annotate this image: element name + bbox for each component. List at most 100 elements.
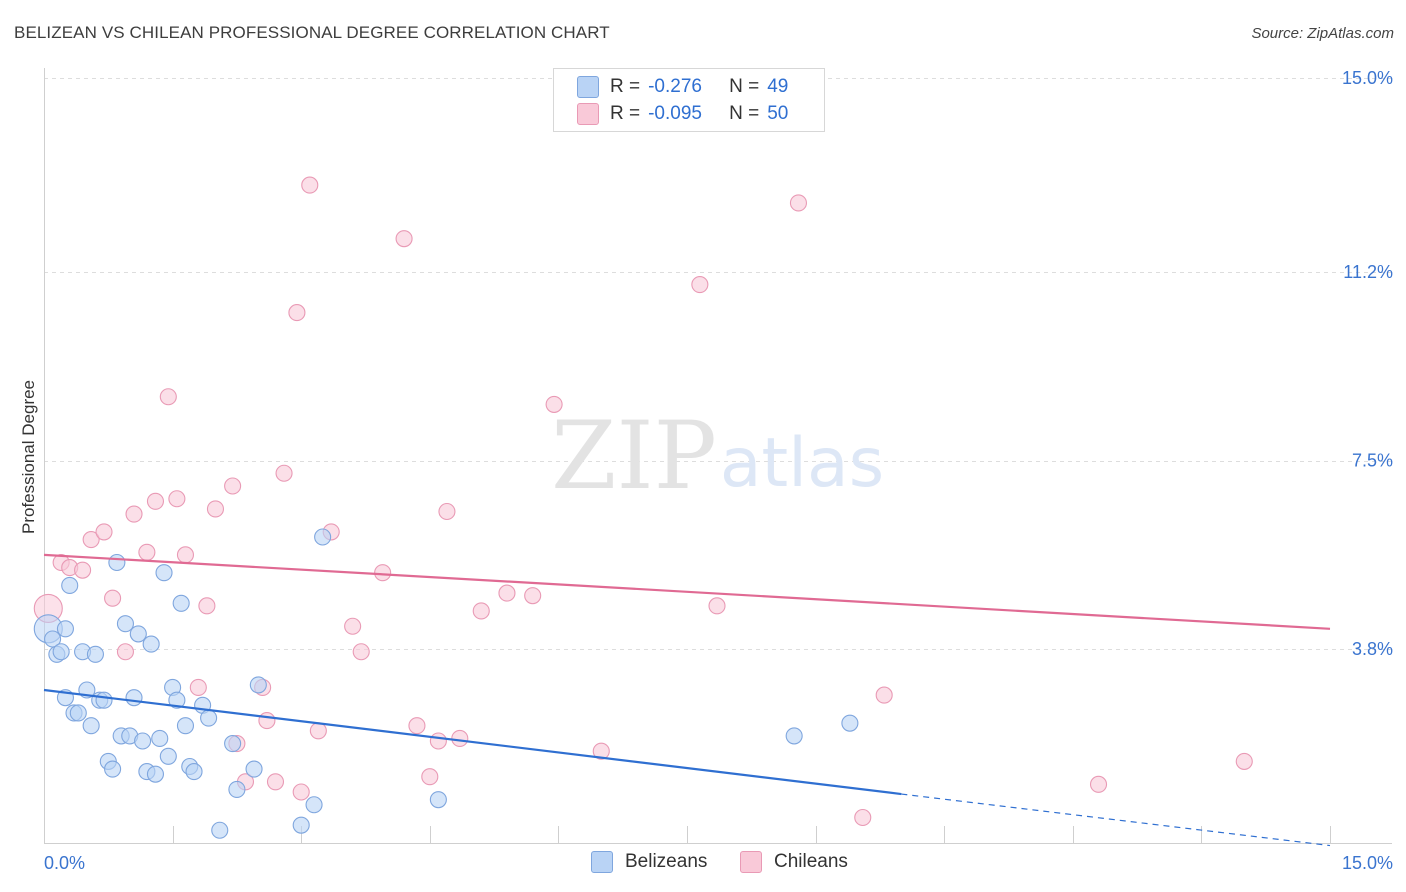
r-value: -0.095 [648, 103, 702, 124]
legend-item-chileans: Chileans [740, 851, 848, 873]
y-tick-label: 11.2% [1343, 262, 1393, 282]
chilean-point [224, 477, 242, 495]
belizean-point [249, 676, 267, 694]
chilean-point [472, 602, 490, 620]
chilean-point [1089, 775, 1108, 793]
chilean-point [854, 808, 872, 827]
chilean-point [198, 597, 216, 615]
chilean-point [309, 722, 327, 740]
chilean-point [524, 587, 542, 605]
chilean-point [421, 768, 439, 786]
belizean-point [142, 635, 160, 653]
belizean-point [245, 760, 263, 778]
belizean-point [176, 717, 195, 735]
correlation-legend: R = -0.276 N = 49 R = -0.095 N = 50 [553, 68, 825, 132]
chilean-point [429, 732, 447, 750]
legend-row-belizeans: R = -0.276 N = 49 [577, 74, 789, 100]
chileans-trendline [43, 553, 1331, 630]
belizean-point [305, 796, 323, 814]
belizean-point [52, 643, 70, 661]
r-label: R = [610, 76, 641, 97]
chilean-point [95, 523, 113, 541]
n-value: 49 [767, 76, 789, 97]
chilean-point [408, 717, 426, 735]
chilean-point [176, 546, 195, 564]
belizean-point [785, 727, 803, 745]
belizean-point [200, 709, 218, 727]
chilean-point [395, 230, 413, 248]
chilean-point [875, 686, 893, 704]
belizean-point [185, 763, 203, 781]
belizean-point [134, 732, 152, 750]
gridlines [44, 78, 1392, 650]
chilean-point [352, 643, 370, 661]
belizeans-trendline [43, 688, 902, 796]
legend-label: Chileans [774, 851, 848, 872]
chilean-point [206, 500, 225, 518]
chilean-point [104, 589, 122, 607]
y-tick-label: 15.0% [1342, 68, 1393, 88]
x-ticks [173, 826, 1331, 843]
belizean-point [292, 816, 310, 834]
chilean-point [266, 773, 285, 791]
x-tick-label-max: 15.0% [1342, 853, 1393, 873]
chilean-point [146, 492, 165, 510]
watermark-atlas: atlas [720, 424, 884, 503]
belizean-point [146, 765, 165, 783]
belizean-point [228, 780, 246, 799]
chilean-point [258, 712, 276, 730]
chart-title: BELIZEAN VS CHILEAN PROFESSIONAL DEGREE … [14, 23, 610, 42]
chilean-point [451, 729, 469, 748]
watermark-zip: ZIP [551, 402, 717, 511]
belizean-point [429, 791, 447, 809]
blue-swatch [577, 76, 599, 98]
belizean-point [108, 553, 126, 572]
chilean-point [498, 584, 516, 602]
chilean-point [545, 395, 563, 413]
pink-swatch [577, 103, 599, 125]
chilean-point [708, 597, 726, 615]
chilean-point [116, 643, 134, 661]
n-label: N = [729, 103, 760, 124]
belizean-point [61, 576, 79, 595]
legend-row-chileans: R = -0.095 N = 50 [577, 101, 789, 127]
belizean-point [95, 691, 113, 709]
y-tick-label: 7.5% [1352, 451, 1393, 471]
chilean-point [138, 543, 156, 561]
legend-label: Belizeans [625, 851, 708, 872]
belizean-point [314, 528, 332, 546]
chilean-point [592, 742, 610, 760]
trendlines [43, 553, 1331, 847]
x-tick-label-min: 0.0% [44, 853, 85, 873]
belizean-point [86, 645, 104, 663]
chilean-point [292, 783, 310, 801]
belizean-point [116, 615, 134, 633]
belizean-point [841, 714, 859, 732]
belizean-point [129, 625, 147, 643]
chilean-point [789, 194, 808, 212]
legend-item-belizeans: Belizeans [591, 851, 707, 873]
chilean-point [189, 678, 207, 697]
belizean-point [151, 729, 169, 748]
chilean-point [691, 275, 709, 294]
belizean-point [69, 704, 87, 722]
belizean-point [104, 760, 122, 778]
belizean-point [56, 620, 74, 638]
belizean-point [159, 747, 177, 765]
pink-swatch [740, 851, 762, 873]
belizean-point [155, 564, 173, 582]
belizean-point [82, 717, 100, 735]
chilean-point [82, 530, 100, 549]
belizean-point [172, 594, 190, 612]
n-value: 50 [767, 103, 789, 124]
chilean-point [275, 464, 293, 482]
blue-swatch [591, 851, 613, 873]
chilean-point [168, 490, 186, 508]
belizeans-trendline-extension [901, 793, 1331, 847]
chilean-point [374, 564, 392, 582]
r-label: R = [610, 103, 641, 124]
chilean-point [438, 502, 456, 521]
source-label: Source: ZipAtlas.com [1251, 25, 1394, 42]
y-tick-label: 3.8% [1352, 639, 1393, 659]
